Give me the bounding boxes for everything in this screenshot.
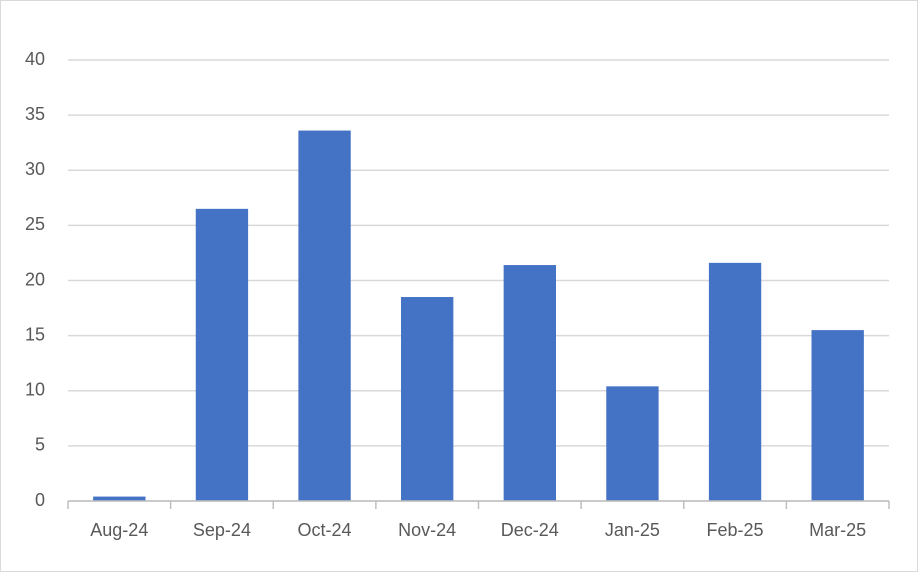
bar — [195, 208, 249, 501]
bar — [811, 330, 864, 501]
x-tick-label: Dec-24 — [501, 520, 559, 540]
bar — [298, 130, 351, 501]
y-tick-label: 10 — [25, 380, 45, 400]
x-tick-label: Mar-25 — [809, 520, 866, 540]
x-tick-label: Sep-24 — [193, 520, 251, 540]
bar — [401, 297, 454, 501]
y-tick-label: 40 — [25, 49, 45, 69]
y-tick-label: 25 — [25, 214, 45, 234]
bar — [93, 496, 146, 501]
x-tick-label: Nov-24 — [398, 520, 456, 540]
y-tick-label: 20 — [25, 269, 45, 289]
bar — [606, 386, 659, 501]
y-tick-label: 30 — [25, 159, 45, 179]
x-tick-label: Jan-25 — [605, 520, 660, 540]
y-tick-label: 15 — [25, 324, 45, 344]
y-tick-label: 35 — [25, 104, 45, 124]
bar — [503, 265, 556, 501]
x-tick-label: Feb-25 — [707, 520, 764, 540]
bar — [708, 262, 762, 501]
y-tick-label: 5 — [35, 435, 45, 455]
x-tick-label: Oct-24 — [298, 520, 352, 540]
x-tick-label: Aug-24 — [90, 520, 148, 540]
y-tick-label: 0 — [35, 490, 45, 510]
